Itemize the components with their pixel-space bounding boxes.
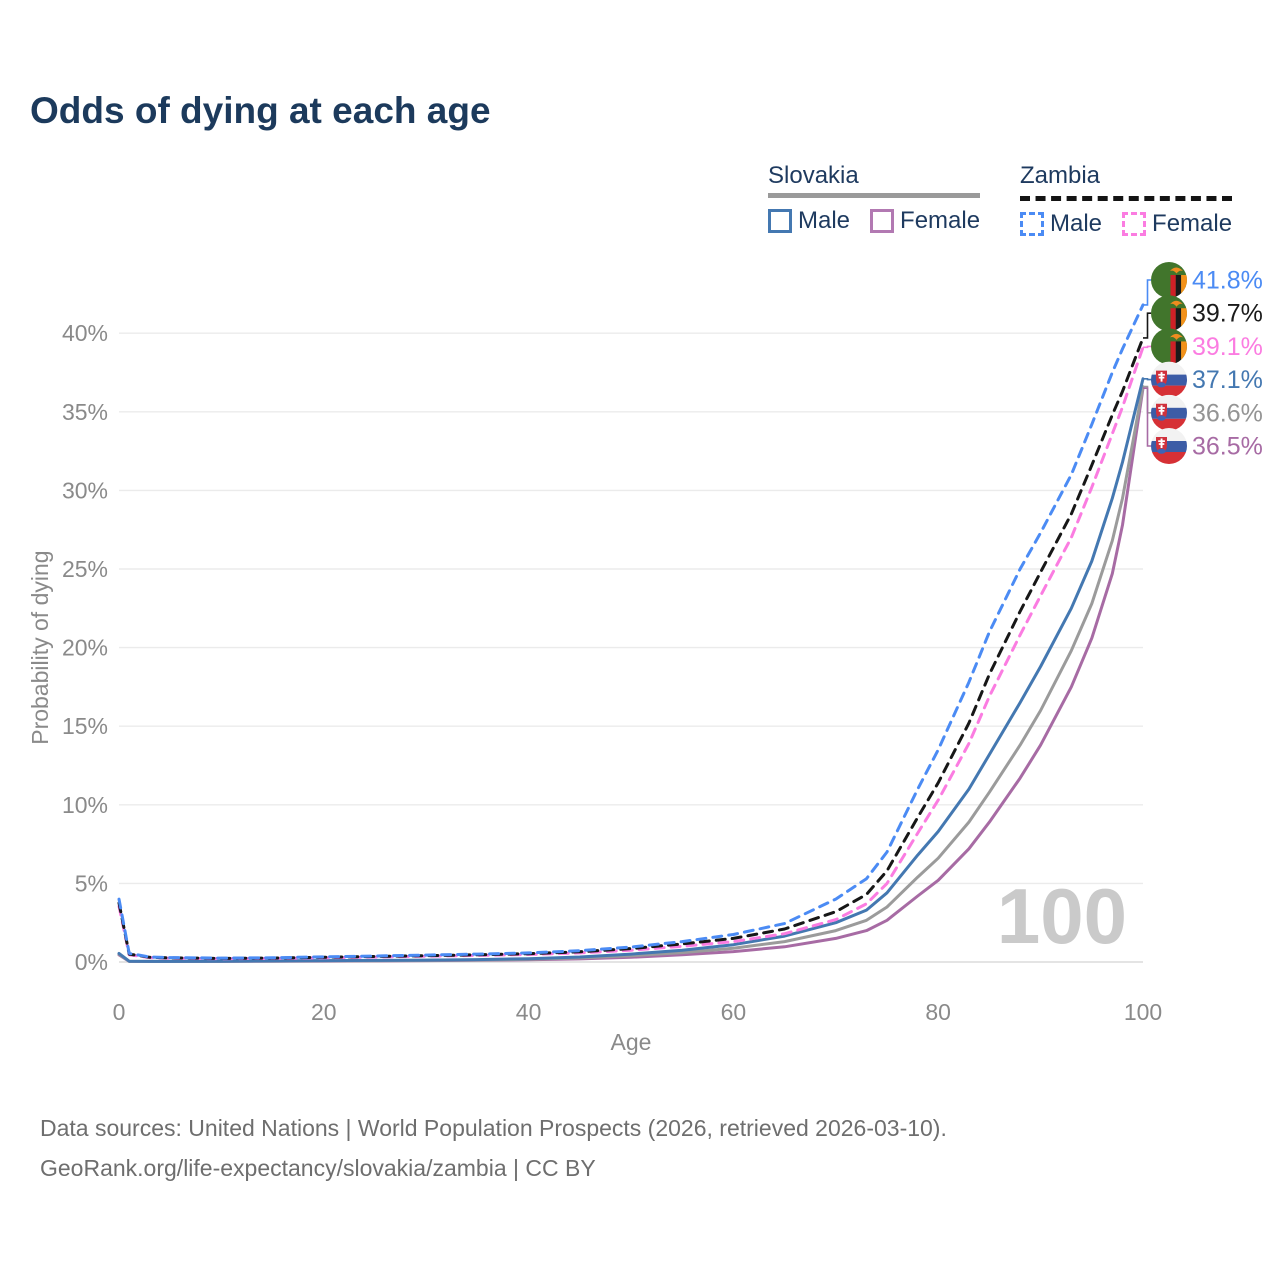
legend-item-zambia-male: Male <box>1020 210 1102 238</box>
end-label-connector <box>1143 345 1151 349</box>
slovakia-flag-icon <box>1151 428 1187 464</box>
x-tick-label: 20 <box>311 999 337 1025</box>
legend-items-zambia: Male Female <box>1020 210 1232 238</box>
legend-group-zambia: Zambia Male Female <box>1020 162 1233 238</box>
line-slovakia-male <box>117 377 1145 963</box>
y-tick-label: 10% <box>62 792 108 818</box>
y-tick-label: 30% <box>62 477 108 503</box>
line-zambia-both-sexes <box>117 336 1145 960</box>
age-watermark: 100 <box>997 872 1127 960</box>
line-zambia-female <box>117 345 1145 961</box>
legend-underline-slovakia <box>768 193 981 198</box>
legend-items-slovakia: Male Female <box>768 207 980 235</box>
line-slovakia-both-sexes <box>117 385 1145 963</box>
y-tick-label: 0% <box>75 949 108 975</box>
legend-item-label: Male <box>1050 210 1103 237</box>
end-value-label-zambia-male: 41.8% <box>1192 267 1263 295</box>
y-tick-label: 5% <box>75 870 108 896</box>
y-tick-label: 40% <box>62 320 108 346</box>
zambia-flag-icon <box>1151 328 1187 365</box>
footer: Data sources: United Nations | World Pop… <box>40 1108 947 1188</box>
slovakia-flag-icon <box>1151 361 1187 398</box>
y-tick-label: 25% <box>62 556 108 582</box>
x-tick-label: 60 <box>721 999 747 1025</box>
x-tick-label: 80 <box>925 999 951 1025</box>
x-tick-label: 40 <box>516 999 542 1025</box>
x-tick-label: 0 <box>113 999 126 1025</box>
x-tick-label: 100 <box>1124 999 1162 1025</box>
zambia-male-swatch-icon <box>1020 212 1044 236</box>
end-value-label-zambia-both-sexes: 39.7% <box>1192 300 1263 328</box>
slovakia-female-swatch-icon <box>870 209 895 233</box>
zambia-flag-icon <box>1151 262 1187 298</box>
line-slovakia-female <box>117 386 1145 963</box>
end-value-label-slovakia-female: 36.5% <box>1192 433 1263 461</box>
zambia-flag-icon <box>1151 295 1187 332</box>
legend-item-label: Male <box>798 207 851 234</box>
legend-header-zambia: Zambia <box>1020 162 1101 189</box>
end-value-label-slovakia-male: 37.1% <box>1192 366 1263 394</box>
end-label-connector <box>1143 387 1151 447</box>
footer-attribution: GeoRank.org/life-expectancy/slovakia/zam… <box>40 1155 596 1181</box>
legend-header-slovakia: Slovakia <box>768 162 859 189</box>
legend-group-slovakia: Slovakia Male Female <box>768 162 981 235</box>
x-axis-title: Age <box>611 1029 652 1055</box>
end-label-connector <box>1143 312 1151 339</box>
end-value-label-zambia-female: 39.1% <box>1192 333 1263 361</box>
y-tick-label: 20% <box>62 635 108 661</box>
slovakia-male-swatch-icon <box>768 209 792 233</box>
line-zambia-male <box>117 303 1145 960</box>
page-title: Odds of dying at each age <box>30 90 491 131</box>
legend-item-slovakia-male: Male <box>768 207 850 235</box>
slovakia-flag-icon <box>1151 394 1187 431</box>
legend-item-label: Female <box>900 207 981 234</box>
y-axis-title: Probability of dying <box>27 550 53 744</box>
end-label-connector <box>1143 378 1151 381</box>
legend-item-label: Female <box>1152 210 1233 237</box>
end-value-label-slovakia-both-sexes: 36.6% <box>1192 399 1263 427</box>
y-tick-label: 15% <box>62 713 108 739</box>
y-tick-label: 35% <box>62 399 108 425</box>
zambia-female-swatch-icon <box>1122 212 1147 236</box>
legend-underline-zambia <box>1020 193 1233 201</box>
footer-data-sources: Data sources: United Nations | World Pop… <box>40 1115 947 1141</box>
legend-item-zambia-female: Female <box>1122 210 1232 238</box>
legend-item-slovakia-female: Female <box>870 207 980 235</box>
end-label-connector <box>1143 279 1151 306</box>
